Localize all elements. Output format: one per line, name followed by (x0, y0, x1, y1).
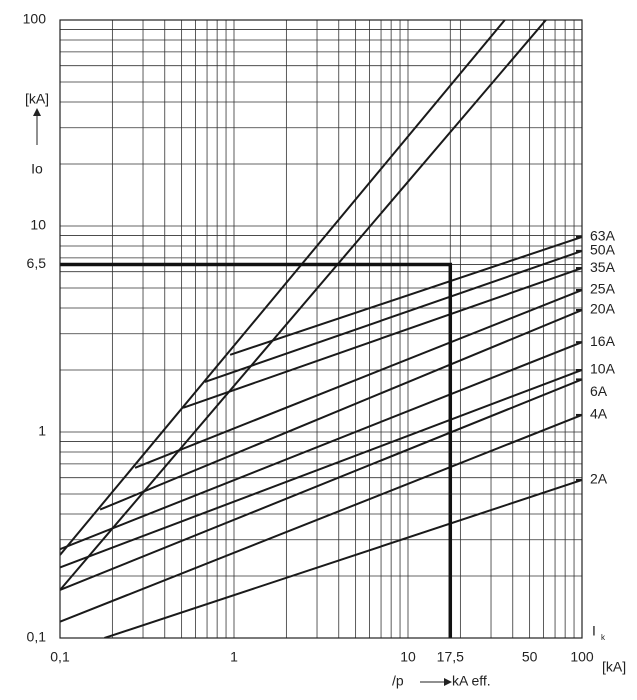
series-label: 16A (590, 333, 616, 349)
y-tick-label: 1 (38, 423, 46, 439)
fuse-line (60, 341, 582, 551)
limit-line (60, 20, 506, 556)
fuse-line (104, 479, 582, 638)
fuse-line (99, 309, 582, 511)
x-tick-label: 0,1 (50, 649, 70, 665)
x-tick-label: 100 (570, 649, 594, 665)
x-tick-label: 17,5 (437, 649, 464, 665)
series-label: 63A (590, 228, 616, 244)
series-label: 4A (590, 406, 608, 422)
series-label: 20A (590, 301, 616, 317)
fuse-line (60, 369, 582, 569)
y-tick-label: 0,1 (27, 629, 47, 645)
limit-line (60, 20, 547, 591)
fuse-line (229, 235, 582, 356)
y-tick-label: 6,5 (27, 255, 47, 271)
bottom-note-left: /p (392, 673, 404, 689)
series-label: 25A (590, 281, 616, 297)
bottom-note-right: kA eff. (452, 673, 491, 689)
fuse-line (134, 289, 582, 469)
series-label: 10A (590, 361, 616, 377)
y-tick-label: 100 (23, 11, 47, 27)
series-label: 6A (590, 383, 608, 399)
fuse-line (60, 414, 582, 623)
x-unit: [kA] (602, 659, 626, 675)
fuse-line (60, 378, 582, 591)
plot-frame (59, 19, 583, 639)
fuse-line (182, 267, 582, 409)
y-label: Io (31, 161, 43, 177)
series-label: 35A (590, 259, 616, 275)
x-label: I (592, 623, 596, 639)
y-unit: [kA] (25, 91, 49, 107)
fuse-line (204, 249, 582, 383)
series-label: 2A (590, 471, 608, 487)
x-label-subscript: k (601, 633, 606, 642)
x-tick-label: 50 (522, 649, 538, 665)
x-tick-label: 1 (230, 649, 238, 665)
x-tick-label: 10 (400, 649, 416, 665)
series-label: 50A (590, 242, 616, 258)
y-arrow-head (33, 108, 41, 116)
x-arrow-head (444, 678, 452, 686)
y-tick-label: 10 (30, 217, 46, 233)
reference-line (60, 262, 453, 638)
